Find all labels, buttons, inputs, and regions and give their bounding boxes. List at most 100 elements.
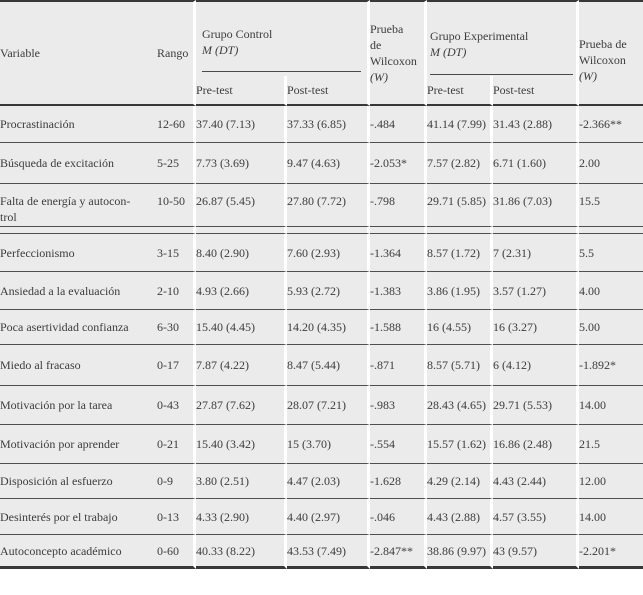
group-header-control-title: Grupo Control [202,27,273,41]
col-header-rango: Rango [157,0,196,106]
rango-cell: 0-17 [157,345,196,386]
variable-cell: Disposición al esfuerzo [0,464,157,499]
group-header-experimental-box: Grupo Experimental M (DT) [430,4,573,75]
control-posttest-cell: 28.07 (7.21) [287,386,370,425]
wilcoxon-control-cell: -.871 [370,345,427,386]
wilcoxon-control-cell: -.983 [370,386,427,425]
control-pretest-cell: 8.40 (2.90) [196,234,287,272]
experimental-pretest-cell: 41.14 (7.99) [427,106,493,143]
table-row: Motivación por la tarea 0-43 27.87 (7.62… [0,386,643,425]
experimental-posttest-cell: 6 (4.12) [493,345,579,386]
rango-cell: 0-60 [157,535,196,569]
rango-cell: 0-13 [157,499,196,535]
header-row-groups: Variable Rango Grupo Control M (DT) Prue… [0,0,643,106]
wilcoxon-experimental-line2: Wilcoxon [579,53,626,67]
control-posttest-cell: 4.40 (2.97) [287,499,370,535]
wilcoxon-experimental-stat: (W) [579,69,597,83]
table-row: Autoconcepto académico 0-60 40.33 (8.22)… [0,535,643,569]
variable-cell: Motivación por aprender [0,425,157,464]
table-row: Miedo al fracaso 0-17 7.87 (4.22) 8.47 (… [0,345,643,386]
col-header-control-posttest: Post-test [287,76,370,106]
table-row: Búsqueda de excitación 5-25 7.73 (3.69) … [0,143,643,184]
rango-cell: 0-43 [157,386,196,425]
wilcoxon-experimental-cell: 15.5 [579,184,643,227]
col-header-wilcoxon-experimental: Prueba de Wilcoxon (W) [579,0,643,106]
variable-cell: Poca asertividad confianza [0,310,157,345]
control-posttest-cell: 37.33 (6.85) [287,106,370,143]
control-pretest-cell: 27.87 (7.62) [196,386,287,425]
wilcoxon-experimental-cell: 12.00 [579,464,643,499]
col-header-control-pretest: Pre-test [196,76,287,106]
rango-cell: 0-9 [157,464,196,499]
spacer-cell [579,227,643,234]
col-header-variable: Variable [0,0,157,106]
wilcoxon-experimental-cell: -1.892* [579,345,643,386]
experimental-posttest-cell: 16 (3.27) [493,310,579,345]
experimental-posttest-cell: 6.71 (1.60) [493,143,579,184]
control-posttest-cell: 8.47 (5.44) [287,345,370,386]
wilcoxon-control-cell: -.554 [370,425,427,464]
col-header-wilcoxon-control: Prueba de Wilcoxon (W) [370,0,427,106]
control-pretest-cell: 3.80 (2.51) [196,464,287,499]
experimental-posttest-cell: 43 (9.57) [493,535,579,569]
wilcoxon-control-cell: -2.847** [370,535,427,569]
spacer-cell [157,227,196,234]
control-pretest-cell: 7.87 (4.22) [196,345,287,386]
experimental-pretest-cell: 16 (4.55) [427,310,493,345]
rango-cell: 6-30 [157,310,196,345]
wilcoxon-control-stat: (W) [370,70,388,84]
control-posttest-cell: 5.93 (2.72) [287,272,370,310]
group-header-control-box: Grupo Control M (DT) [202,6,361,72]
control-pretest-cell: 7.73 (3.69) [196,143,287,184]
wilcoxon-control-cell: -1.628 [370,464,427,499]
spacer-cell [287,227,370,234]
experimental-posttest-cell: 7 (2.31) [493,234,579,272]
spacer-cell [427,227,493,234]
experimental-pretest-cell: 3.86 (1.95) [427,272,493,310]
experimental-posttest-cell: 31.43 (2.88) [493,106,579,143]
table-row: Procrastinación 12-60 37.40 (7.13) 37.33… [0,106,643,143]
group-header-control-stat: M (DT) [202,43,239,57]
wilcoxon-control-cell: -1.364 [370,234,427,272]
experimental-pretest-cell: 7.57 (2.82) [427,143,493,184]
experimental-posttest-cell: 3.57 (1.27) [493,272,579,310]
experimental-pretest-cell: 4.43 (2.88) [427,499,493,535]
control-posttest-cell: 4.47 (2.03) [287,464,370,499]
control-pretest-cell: 15.40 (3.42) [196,425,287,464]
control-posttest-cell: 27.80 (7.72) [287,184,370,227]
spacer-cell [0,227,157,234]
rango-cell: 10-50 [157,184,196,227]
variable-cell: Motivación por la tarea [0,386,157,425]
wilcoxon-experimental-cell: 14.00 [579,386,643,425]
wilcoxon-experimental-cell: 2.00 [579,143,643,184]
wilcoxon-experimental-cell: 5.00 [579,310,643,345]
control-posttest-cell: 14.20 (4.35) [287,310,370,345]
experimental-posttest-cell: 31.86 (7.03) [493,184,579,227]
wilcoxon-control-cell: -1.588 [370,310,427,345]
experimental-pretest-cell: 8.57 (5.71) [427,345,493,386]
control-pretest-cell: 15.40 (4.45) [196,310,287,345]
table-row: Desinterés por el trabajo 0-13 4.33 (2.9… [0,499,643,535]
table-row: Ansiedad a la evaluación 2-10 4.93 (2.66… [0,272,643,310]
variable-cell: Autoconcepto académico [0,535,157,569]
wilcoxon-control-line1: Prueba [370,22,404,36]
results-table: Variable Rango Grupo Control M (DT) Prue… [0,0,643,569]
group-header-control: Grupo Control M (DT) [196,0,370,76]
variable-cell: Búsqueda de excitación [0,143,157,184]
table-row: Perfeccionismo 3-15 8.40 (2.90) 7.60 (2.… [0,234,643,272]
spacer-cell [370,227,427,234]
header-row-subcolumns: Pre-test Post-test Pre-test Post-test [0,76,643,106]
experimental-pretest-cell: 15.57 (1.62) [427,425,493,464]
experimental-posttest-cell: 29.71 (5.53) [493,386,579,425]
wilcoxon-control-cell: -1.383 [370,272,427,310]
variable-cell: Desinterés por el trabajo [0,499,157,535]
variable-cell: Procrastinación [0,106,157,143]
wilcoxon-control-cell: -.798 [370,184,427,227]
control-pretest-cell: 37.40 (7.13) [196,106,287,143]
wilcoxon-control-cell: -.046 [370,499,427,535]
experimental-pretest-cell: 4.29 (2.14) [427,464,493,499]
col-header-experimental-pretest: Pre-test [427,76,493,106]
col-header-experimental-posttest: Post-test [493,76,579,106]
spacer-cell [196,227,287,234]
